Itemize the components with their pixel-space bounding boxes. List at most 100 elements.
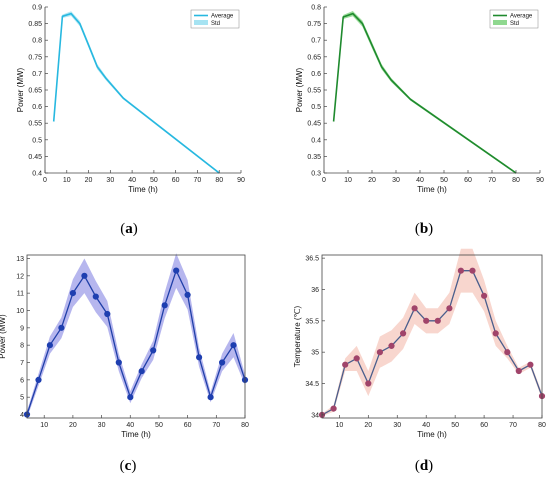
x-tick-label: 0 xyxy=(322,177,326,184)
data-point xyxy=(196,354,203,361)
y-tick-label: 0.65 xyxy=(307,54,321,61)
y-tick-label: 0.75 xyxy=(28,54,42,61)
y-tick-label: 0.45 xyxy=(28,154,42,161)
legend-std-swatch xyxy=(194,20,208,25)
y-tick-label: 10 xyxy=(16,308,24,315)
y-tick-label: 0.3 xyxy=(311,171,321,178)
y-tick-label: 35 xyxy=(311,350,319,357)
y-tick-label: 0.55 xyxy=(28,121,42,128)
std-band xyxy=(27,253,245,418)
data-point xyxy=(446,305,453,312)
x-tick-label: 50 xyxy=(155,422,163,429)
data-point xyxy=(457,267,464,274)
std-band xyxy=(322,248,542,417)
data-point xyxy=(138,368,145,375)
x-tick-label: 30 xyxy=(392,177,400,184)
legend-average-label: Average xyxy=(510,14,533,20)
y-tick-label: 0.4 xyxy=(32,171,42,178)
data-point xyxy=(92,293,99,300)
data-point xyxy=(388,342,395,349)
legend-average-label: Average xyxy=(211,14,234,20)
x-tick-label: 30 xyxy=(98,422,106,429)
y-tick-label: 34 xyxy=(311,412,319,419)
x-tick-label: 50 xyxy=(440,177,448,184)
y-tick-label: 0.6 xyxy=(32,104,42,111)
data-point xyxy=(35,376,42,383)
panel-d: 10 20 30 40 50 60 70 80 34 34.5 35 35.5 36 36.5 Time (… xyxy=(293,248,546,474)
data-point xyxy=(230,342,237,349)
y-tick-label: 0.65 xyxy=(28,88,42,95)
y-tick-label: 0.9 xyxy=(32,5,42,12)
data-point xyxy=(219,359,226,366)
y-tick-label: 5 xyxy=(20,395,24,402)
y-tick-label: 0.7 xyxy=(311,38,321,45)
y-tick-label: 0.6 xyxy=(311,71,321,78)
y-tick-label: 0.5 xyxy=(311,104,321,111)
y-axis-label: Power (MW) xyxy=(16,67,25,112)
x-tick-label: 60 xyxy=(464,177,472,184)
legend-std-swatch xyxy=(493,20,507,25)
caption-letter: b xyxy=(420,221,428,237)
caption-letter: c xyxy=(125,458,132,474)
x-axis-label: Time (h) xyxy=(417,430,447,439)
caption-open-paren: ( xyxy=(120,458,125,474)
data-point xyxy=(69,290,77,297)
data-point xyxy=(342,361,349,368)
y-axis-label: Temperature (℃) xyxy=(293,305,302,367)
legend-std-label: Std xyxy=(211,21,220,27)
y-tick-label: 0.35 xyxy=(307,154,321,161)
caption-close-paren: ) xyxy=(428,458,433,474)
x-tick-label: 70 xyxy=(509,422,517,429)
caption-open-paren: ( xyxy=(120,221,125,237)
panel-c: 10 20 30 40 50 60 70 80 4 5 6 7 8 9 10 11 12 13 Time (h) Po… xyxy=(0,253,249,474)
y-tick-label: 36 xyxy=(311,287,319,294)
x-tick-label: 80 xyxy=(215,177,223,184)
y-tick-label: 0.4 xyxy=(311,137,321,144)
x-tick-label: 0 xyxy=(43,177,47,184)
data-point xyxy=(46,342,54,349)
data-point xyxy=(173,267,180,274)
caption-letter: d xyxy=(420,458,429,474)
data-point xyxy=(58,324,65,331)
data-point xyxy=(365,380,372,387)
x-tick-label: 30 xyxy=(393,422,401,429)
axes-frame xyxy=(26,254,246,419)
x-tick-label: 40 xyxy=(126,422,134,429)
x-tick-label: 60 xyxy=(184,422,192,429)
x-tick-label: 80 xyxy=(538,422,546,429)
x-tick-label: 70 xyxy=(488,177,496,184)
data-point xyxy=(400,330,407,337)
x-tick-label: 30 xyxy=(106,177,114,184)
data-point xyxy=(115,359,122,366)
caption-open-paren: ( xyxy=(415,458,420,474)
y-tick-label: 35.5 xyxy=(305,318,319,325)
x-tick-label: 40 xyxy=(128,177,136,184)
y-tick-label: 8 xyxy=(20,343,24,350)
data-point xyxy=(184,291,191,298)
data-point xyxy=(481,292,488,299)
y-tick-label: 0.7 xyxy=(32,71,42,78)
y-tick-label: 34.5 xyxy=(305,381,319,388)
legend-std-label: Std xyxy=(510,21,519,27)
x-tick-label: 90 xyxy=(536,177,544,184)
data-point xyxy=(434,317,441,324)
average-line xyxy=(26,269,246,415)
x-tick-label: 80 xyxy=(512,177,520,184)
y-tick-label: 7 xyxy=(20,360,24,367)
y-tick-label: 4 xyxy=(20,412,24,419)
y-tick-label: 0.85 xyxy=(28,21,42,28)
y-tick-label: 0.8 xyxy=(311,5,321,12)
x-tick-label: 50 xyxy=(150,177,158,184)
x-tick-label: 40 xyxy=(416,177,424,184)
x-tick-label: 70 xyxy=(194,177,202,184)
data-point xyxy=(515,367,522,375)
data-point xyxy=(469,267,476,274)
data-point xyxy=(104,310,111,318)
y-tick-label: 0.55 xyxy=(307,88,321,95)
caption-close-paren: ) xyxy=(428,221,433,237)
panel-a: 0 10 20 30 40 50 60 70 80 90 0.4 0.45 0.5 0.55 0.6 0.65… xyxy=(16,5,245,238)
data-point xyxy=(330,405,337,412)
average-line xyxy=(321,270,543,416)
